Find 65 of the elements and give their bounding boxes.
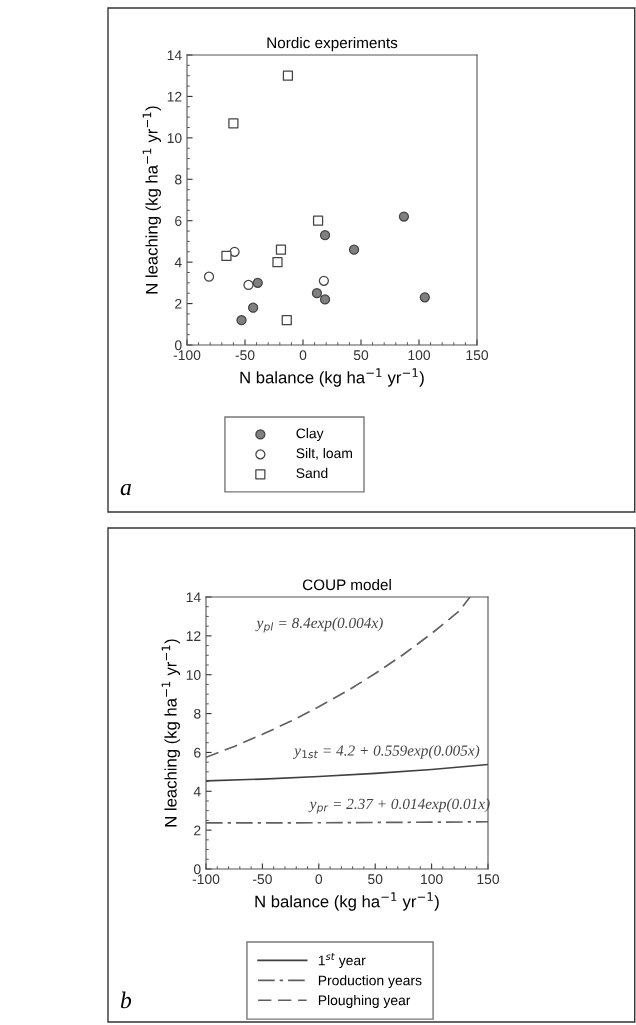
annotation: y$_{1st}$ = 4.2 + 0.559exp(0.005x) [292,744,480,759]
y-tick-label: 12 [167,91,182,102]
x-axis-title: N balance (kg ha$^{−1}$ yr$^{−1}$) [255,892,439,911]
x-tick-label: 0 [315,874,323,885]
point [221,250,232,262]
legend-label: Sand [296,467,328,479]
y-tick-label: 8 [175,174,182,185]
y-tick-label: 8 [194,708,201,719]
point [318,275,330,286]
point [319,294,331,305]
y-tick-label: 14 [167,50,182,61]
line-series [206,763,488,782]
chart-title: Nordic experiments [267,36,398,52]
point [203,271,215,282]
y-tick-label: 4 [193,786,201,797]
legend-label: Ploughing year [318,995,411,1008]
chart-title: COUP model [302,578,391,591]
y-tick-label: 6 [194,747,201,758]
point [419,292,430,303]
point [348,244,360,255]
point [319,230,331,241]
point [228,118,239,129]
x-axis-title: N balance (kg ha$^{−1}$ yr$^{−1}$) [240,368,424,387]
y-tick-label: 0 [193,864,201,875]
y-tick-label: 6 [175,216,182,226]
annotation: y$_{pr}$ = 2.37 + 0.014exp(0.01x) [308,798,490,814]
y-axis-title: N leaching (kg ha$^{−1}$ yr$^{−1}$) [142,106,161,294]
x-tick-label: 50 [368,874,383,885]
point [311,288,323,299]
legend-label: Production years [318,975,422,989]
point [312,215,324,226]
y-tick-label: 0 [174,340,182,351]
y-tick-label: 12 [186,631,201,641]
x-tick-label: -100 [173,350,201,361]
point [272,257,283,268]
y-tick-label: 4 [174,257,182,268]
point [275,244,287,255]
y-tick-label: 2 [175,298,182,309]
x-tick-label: -50 [235,350,255,361]
legend-label: Silt, loam [296,447,352,460]
x-tick-label: -50 [252,874,272,885]
y-tick-label: 14 [186,592,201,603]
point [282,70,294,81]
legend-label: 1$^{st}$ year [318,953,366,969]
point [243,279,254,291]
legend-label: Clay [296,428,324,441]
x-tick-label: 50 [353,350,369,361]
y-tick-label: 10 [186,670,201,680]
x-tick-label: 100 [421,874,443,885]
y-axis-title: N leaching (kg ha$^{−1}$ yr$^{−1}$) [161,639,180,827]
x-tick-label: 150 [466,350,489,361]
y-tick-label: 10 [167,133,182,144]
y-tick-label: 2 [194,825,201,836]
x-tick-label: 0 [299,350,307,361]
x-tick-label: 100 [408,350,431,361]
text: b [120,991,132,1009]
point [247,302,259,313]
text: a [120,483,131,496]
point [398,211,410,222]
point [281,315,292,326]
annotation: y$_{pl}$ = 8.4exp(0.004x) [255,617,383,633]
point [252,277,263,288]
point [236,315,247,326]
x-tick-label: -100 [192,874,220,885]
x-tick-label: 150 [477,874,500,885]
